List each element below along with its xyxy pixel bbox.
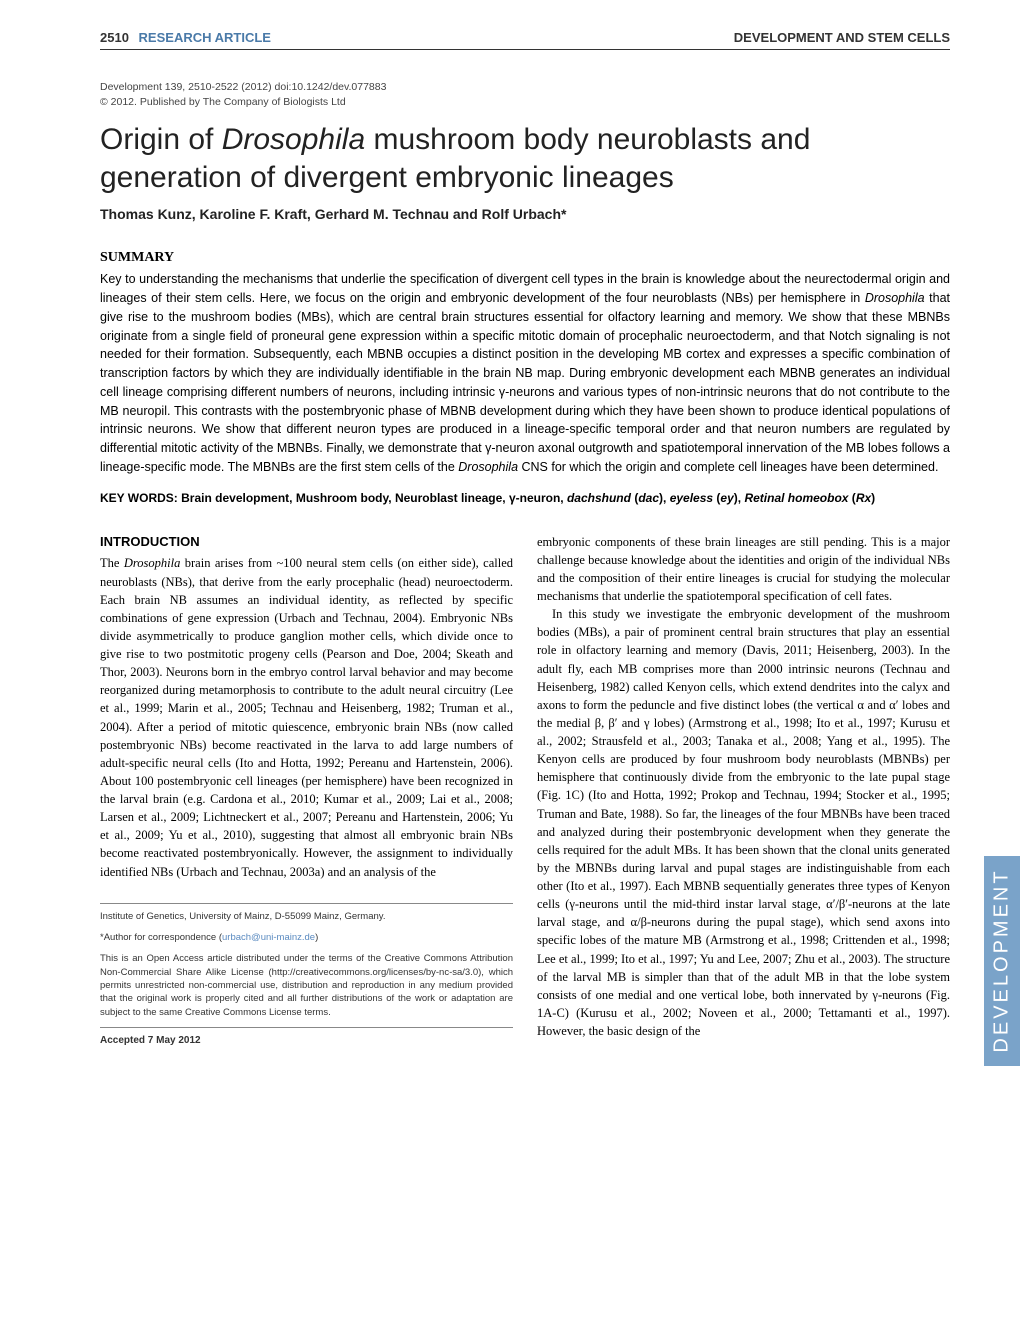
introduction-heading: INTRODUCTION bbox=[100, 533, 513, 552]
correspondence-line: *Author for correspondence (urbach@uni-m… bbox=[100, 931, 513, 944]
keywords-body: Brain development, Mushroom body, Neurob… bbox=[181, 491, 875, 505]
journal-side-tab: DEVELOPMENT bbox=[984, 856, 1020, 1066]
header-right-label: DEVELOPMENT AND STEM CELLS bbox=[734, 30, 950, 45]
left-column: INTRODUCTION The Drosophila brain arises… bbox=[100, 533, 513, 1056]
intro-right-p2: In this study we investigate the embryon… bbox=[537, 605, 950, 1040]
authors-line: Thomas Kunz, Karoline F. Kraft, Gerhard … bbox=[100, 206, 950, 222]
right-column: embryonic components of these brain line… bbox=[537, 533, 950, 1056]
correspondence-email-link[interactable]: urbach@uni-mainz.de bbox=[222, 932, 315, 943]
license-text: This is an Open Access article distribut… bbox=[100, 952, 513, 1018]
section-type-label: RESEARCH ARTICLE bbox=[139, 30, 271, 45]
header-left: 2510 RESEARCH ARTICLE bbox=[100, 30, 271, 45]
keywords-label: KEY WORDS: bbox=[100, 491, 178, 505]
article-title: Origin of Drosophila mushroom body neuro… bbox=[100, 121, 950, 196]
correspondence-label: *Author for correspondence bbox=[100, 932, 216, 943]
page-container: 2510 RESEARCH ARTICLE DEVELOPMENT AND ST… bbox=[0, 0, 1020, 1086]
two-column-body: INTRODUCTION The Drosophila brain arises… bbox=[100, 533, 950, 1056]
copyright-line: © 2012. Published by The Company of Biol… bbox=[100, 95, 950, 110]
footnotes-block: Institute of Genetics, University of Mai… bbox=[100, 903, 513, 1048]
summary-body: Key to understanding the mechanisms that… bbox=[100, 270, 950, 476]
header-bar: 2510 RESEARCH ARTICLE DEVELOPMENT AND ST… bbox=[100, 30, 950, 50]
affiliation-line: Institute of Genetics, University of Mai… bbox=[100, 910, 513, 923]
page-number: 2510 bbox=[100, 30, 129, 45]
footnote-rule-1 bbox=[100, 903, 513, 904]
summary-heading: SUMMARY bbox=[100, 250, 950, 266]
side-tab-label: DEVELOPMENT bbox=[991, 869, 1014, 1053]
accepted-date: Accepted 7 May 2012 bbox=[100, 1034, 513, 1048]
keywords-line: KEY WORDS: Brain development, Mushroom b… bbox=[100, 491, 950, 505]
intro-left-paragraph: The Drosophila brain arises from ~100 ne… bbox=[100, 554, 513, 880]
intro-right-p1: embryonic components of these brain line… bbox=[537, 533, 950, 606]
footnote-rule-2 bbox=[100, 1027, 513, 1028]
citation-line: Development 139, 2510-2522 (2012) doi:10… bbox=[100, 80, 950, 95]
